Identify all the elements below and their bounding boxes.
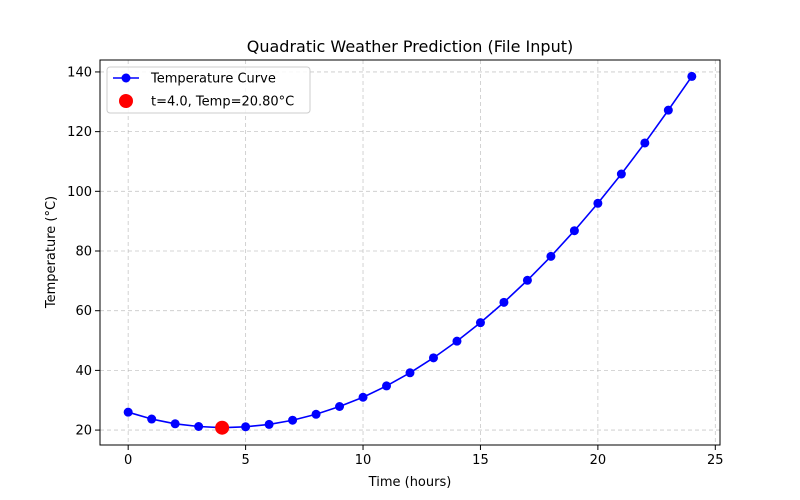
y-tick-label: 140: [67, 65, 92, 80]
legend-marker-swatch: [121, 73, 131, 83]
data-point: [288, 415, 298, 425]
grid: [100, 60, 720, 445]
x-tick-label: 5: [241, 453, 249, 468]
y-tick-label: 100: [67, 185, 92, 200]
data-point: [241, 422, 251, 432]
data-point: [593, 198, 603, 208]
data-point: [569, 226, 579, 236]
data-point: [428, 353, 438, 363]
x-tick-label: 0: [124, 453, 132, 468]
y-tick-label: 80: [75, 245, 92, 260]
y-tick-label: 40: [75, 364, 92, 379]
legend-highlight-swatch: [119, 94, 133, 108]
x-tick-label: 10: [355, 453, 372, 468]
data-point: [546, 251, 556, 261]
series-layer: [123, 71, 697, 433]
legend: Temperature Curve t=4.0, Temp=20.80°C: [106, 66, 311, 114]
x-tick-label: 15: [472, 453, 489, 468]
data-point: [358, 392, 368, 402]
x-tick-label: 20: [590, 453, 607, 468]
plot-frame: [99, 59, 721, 446]
data-point: [264, 419, 274, 429]
y-tick-label: 60: [75, 304, 92, 319]
data-point: [663, 105, 673, 115]
y-tick-label: 120: [67, 125, 92, 140]
data-point: [194, 421, 204, 431]
legend-box: [106, 66, 311, 114]
legend-label-highlight: t=4.0, Temp=20.80°C: [151, 95, 294, 110]
x-axis-ticks: 0 5 10 15 20 25: [124, 445, 724, 468]
highlight-point: [215, 420, 230, 435]
data-point: [475, 318, 485, 328]
highlight-layer: [215, 420, 230, 435]
chart-title: Quadratic Weather Prediction (File Input…: [247, 37, 573, 56]
data-point: [335, 402, 345, 411]
data-point: [170, 419, 180, 429]
data-point: [616, 169, 626, 179]
y-tick-label: 20: [75, 424, 92, 439]
data-point: [452, 336, 462, 346]
data-point: [522, 275, 532, 285]
data-point: [687, 71, 697, 81]
data-point: [640, 138, 650, 148]
y-axis-ticks: 20 40 60 80 100 120 140: [67, 65, 100, 439]
data-point: [123, 407, 133, 417]
x-tick-label: 25: [707, 453, 724, 468]
data-point: [382, 381, 392, 391]
data-point: [499, 297, 509, 307]
data-point: [405, 368, 415, 378]
legend-label-temperature-curve: Temperature Curve: [150, 72, 276, 87]
x-axis-label: Time (hours): [368, 475, 452, 490]
y-axis-label: Temperature (°C): [44, 196, 59, 309]
data-point: [147, 414, 157, 424]
data-point: [311, 409, 321, 419]
